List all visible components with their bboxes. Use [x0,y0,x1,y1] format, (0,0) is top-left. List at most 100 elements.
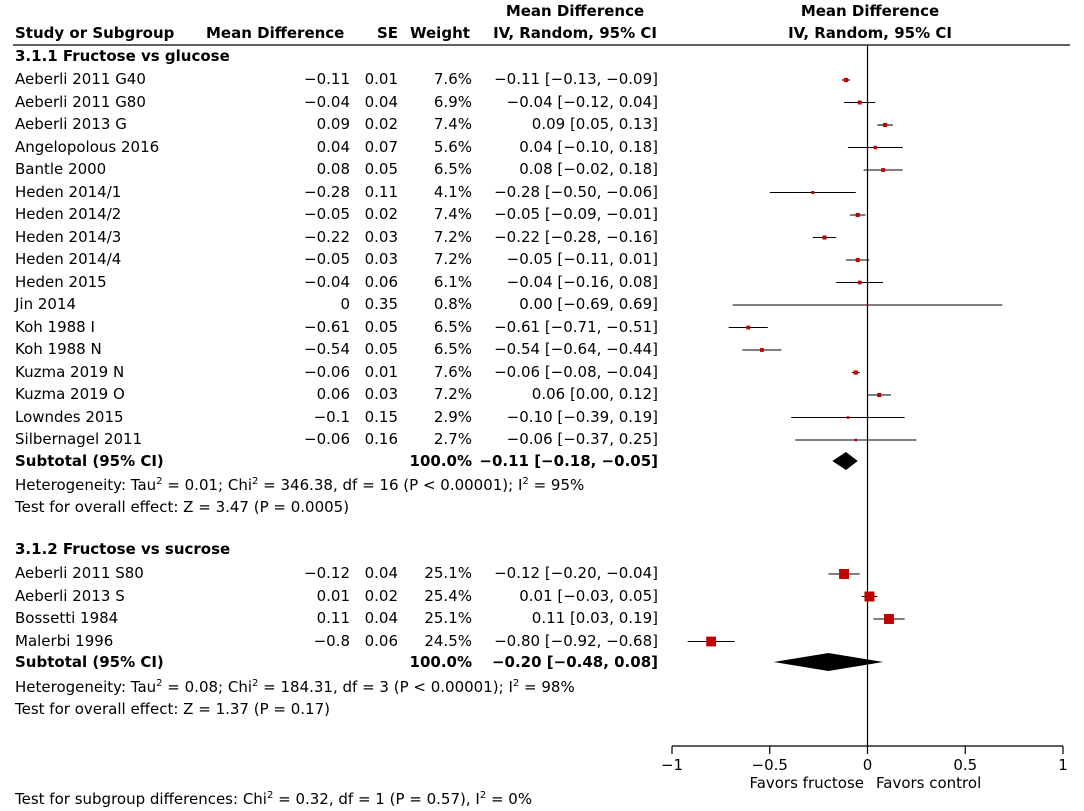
study-mean-difference: −0.12 [304,564,350,582]
study-se: 0.02 [364,205,398,223]
study-se: 0.03 [364,227,398,246]
point-estimate-marker [760,348,764,352]
study-weight: 25.4% [424,586,472,605]
study-se: 0.15 [364,407,398,426]
study-name: Aeberli 2013 S [15,586,125,605]
study-se: 0.06 [364,631,398,650]
study-weight: 7.2% [433,250,472,268]
study-mean-difference: 0 [340,295,350,313]
study-ci: −0.06 [−0.08, −0.04] [494,362,658,381]
study-mean-difference: −0.8 [313,631,350,650]
study-mean-difference: −0.04 [304,272,350,291]
point-estimate-marker [855,257,860,263]
study-se: 0.07 [364,137,398,156]
study-weight: 7.2% [433,227,472,246]
study-se: 0.01 [364,70,398,88]
subtotal-diamond [832,452,858,470]
study-mean-difference: −0.54 [304,340,350,358]
study-ci: −0.06 [−0.37, 0.25] [506,430,658,448]
point-estimate-marker [881,168,886,172]
study-weight: 7.4% [433,115,472,133]
study-ci: 0.06 [0.00, 0.12] [531,385,658,403]
header-weight: Weight [410,24,470,42]
study-se: 0.06 [364,272,398,291]
point-estimate-marker [822,235,827,240]
point-estimate-marker [855,212,860,218]
study-name: Aeberli 2011 G40 [15,70,146,88]
subtotal-diamond [773,653,884,671]
study-ci: −0.80 [−0.92, −0.68] [494,631,658,650]
study-se: 0.11 [364,182,398,201]
point-estimate-marker [843,77,849,83]
study-se: 0.03 [364,385,398,403]
study-weight: 6.5% [433,160,472,178]
point-estimate-marker [883,122,888,128]
study-weight: 5.6% [433,137,472,156]
subtotal-weight-glucose: 100.0% [409,452,472,470]
study-weight: 6.1% [433,272,472,291]
header-ci-line2: IV, Random, 95% CI [493,24,657,42]
study-weight: 0.8% [433,295,472,313]
study-name: Aeberli 2011 G80 [15,92,146,111]
point-estimate-marker [846,416,850,419]
subtotal-ci-sucrose: −0.20 [−0.48, 0.08] [491,653,658,671]
study-weight: 4.1% [433,182,472,201]
study-weight: 6.5% [433,317,472,336]
study-ci: −0.61 [−0.71, −0.51] [494,317,658,336]
study-se: 0.05 [364,317,398,336]
point-estimate-marker [811,190,815,195]
point-estimate-marker [857,280,862,285]
study-name: Silbernagel 2011 [15,430,143,448]
study-mean-difference: −0.05 [304,250,350,268]
header-study: Study or Subgroup [15,24,175,42]
study-se: 0.05 [364,160,398,178]
study-weight: 7.4% [433,205,472,223]
favors-control-label: Favors control [876,774,982,792]
subgroup-differences: Test for subgroup differences: Chi2 = 0.… [15,790,533,808]
subtotal-ci-glucose: −0.11 [−0.18, −0.05] [479,452,658,470]
study-ci: −0.54 [−0.64, −0.44] [494,340,658,358]
study-mean-difference: 0.04 [316,137,350,156]
study-weight: 2.7% [433,430,472,448]
study-mean-difference: 0.11 [316,609,350,627]
x-tick-label: −1 [661,756,683,774]
study-se: 0.04 [364,564,398,582]
study-ci: 0.01 [−0.03, 0.05] [519,586,658,605]
study-mean-difference: −0.28 [304,182,350,201]
study-name: Aeberli 2013 G [15,115,127,133]
study-se: 0.03 [364,250,398,268]
study-ci: −0.05 [−0.09, −0.01] [494,205,658,223]
study-mean-difference: 0.08 [316,160,350,178]
point-estimate-marker [746,325,751,330]
header-mean-difference: Mean Difference [206,24,345,42]
study-ci: −0.10 [−0.39, 0.19] [506,407,658,426]
point-estimate-marker [706,636,716,647]
point-estimate-marker [866,304,869,306]
study-weight: 7.2% [433,385,472,403]
study-name: Aeberli 2011 S80 [15,564,144,582]
header-se: SE [377,24,399,42]
header-plot-line1: Mean Difference [800,2,940,20]
subtotal-label-glucose: Subtotal (95% CI) [15,452,164,470]
study-weight: 6.5% [433,340,472,358]
study-name: Koh 1988 I [15,317,95,336]
point-estimate-marker [853,370,858,375]
study-name: Heden 2015 [15,272,107,291]
study-weight: 25.1% [424,564,472,582]
study-ci: −0.04 [−0.12, 0.04] [506,92,658,111]
study-name: Heden 2014/1 [15,182,122,201]
heterogeneity-sucrose: Heterogeneity: Tau2 = 0.08; Chi2 = 184.3… [15,678,575,696]
point-estimate-marker [884,614,894,624]
study-ci: −0.04 [−0.16, 0.08] [506,272,658,291]
group-title-glucose: 3.1.1 Fructose vs glucose [15,47,230,65]
study-mean-difference: −0.06 [304,362,350,381]
study-mean-difference: −0.1 [313,407,350,426]
x-tick-label: 1 [1058,756,1068,774]
study-ci: 0.00 [−0.69, 0.69] [519,295,658,313]
header-plot-line2: IV, Random, 95% CI [788,24,952,42]
x-tick-label: 0.5 [953,756,977,774]
study-mean-difference: −0.11 [304,70,350,88]
study-mean-difference: −0.22 [304,227,350,246]
point-estimate-marker [839,569,850,579]
